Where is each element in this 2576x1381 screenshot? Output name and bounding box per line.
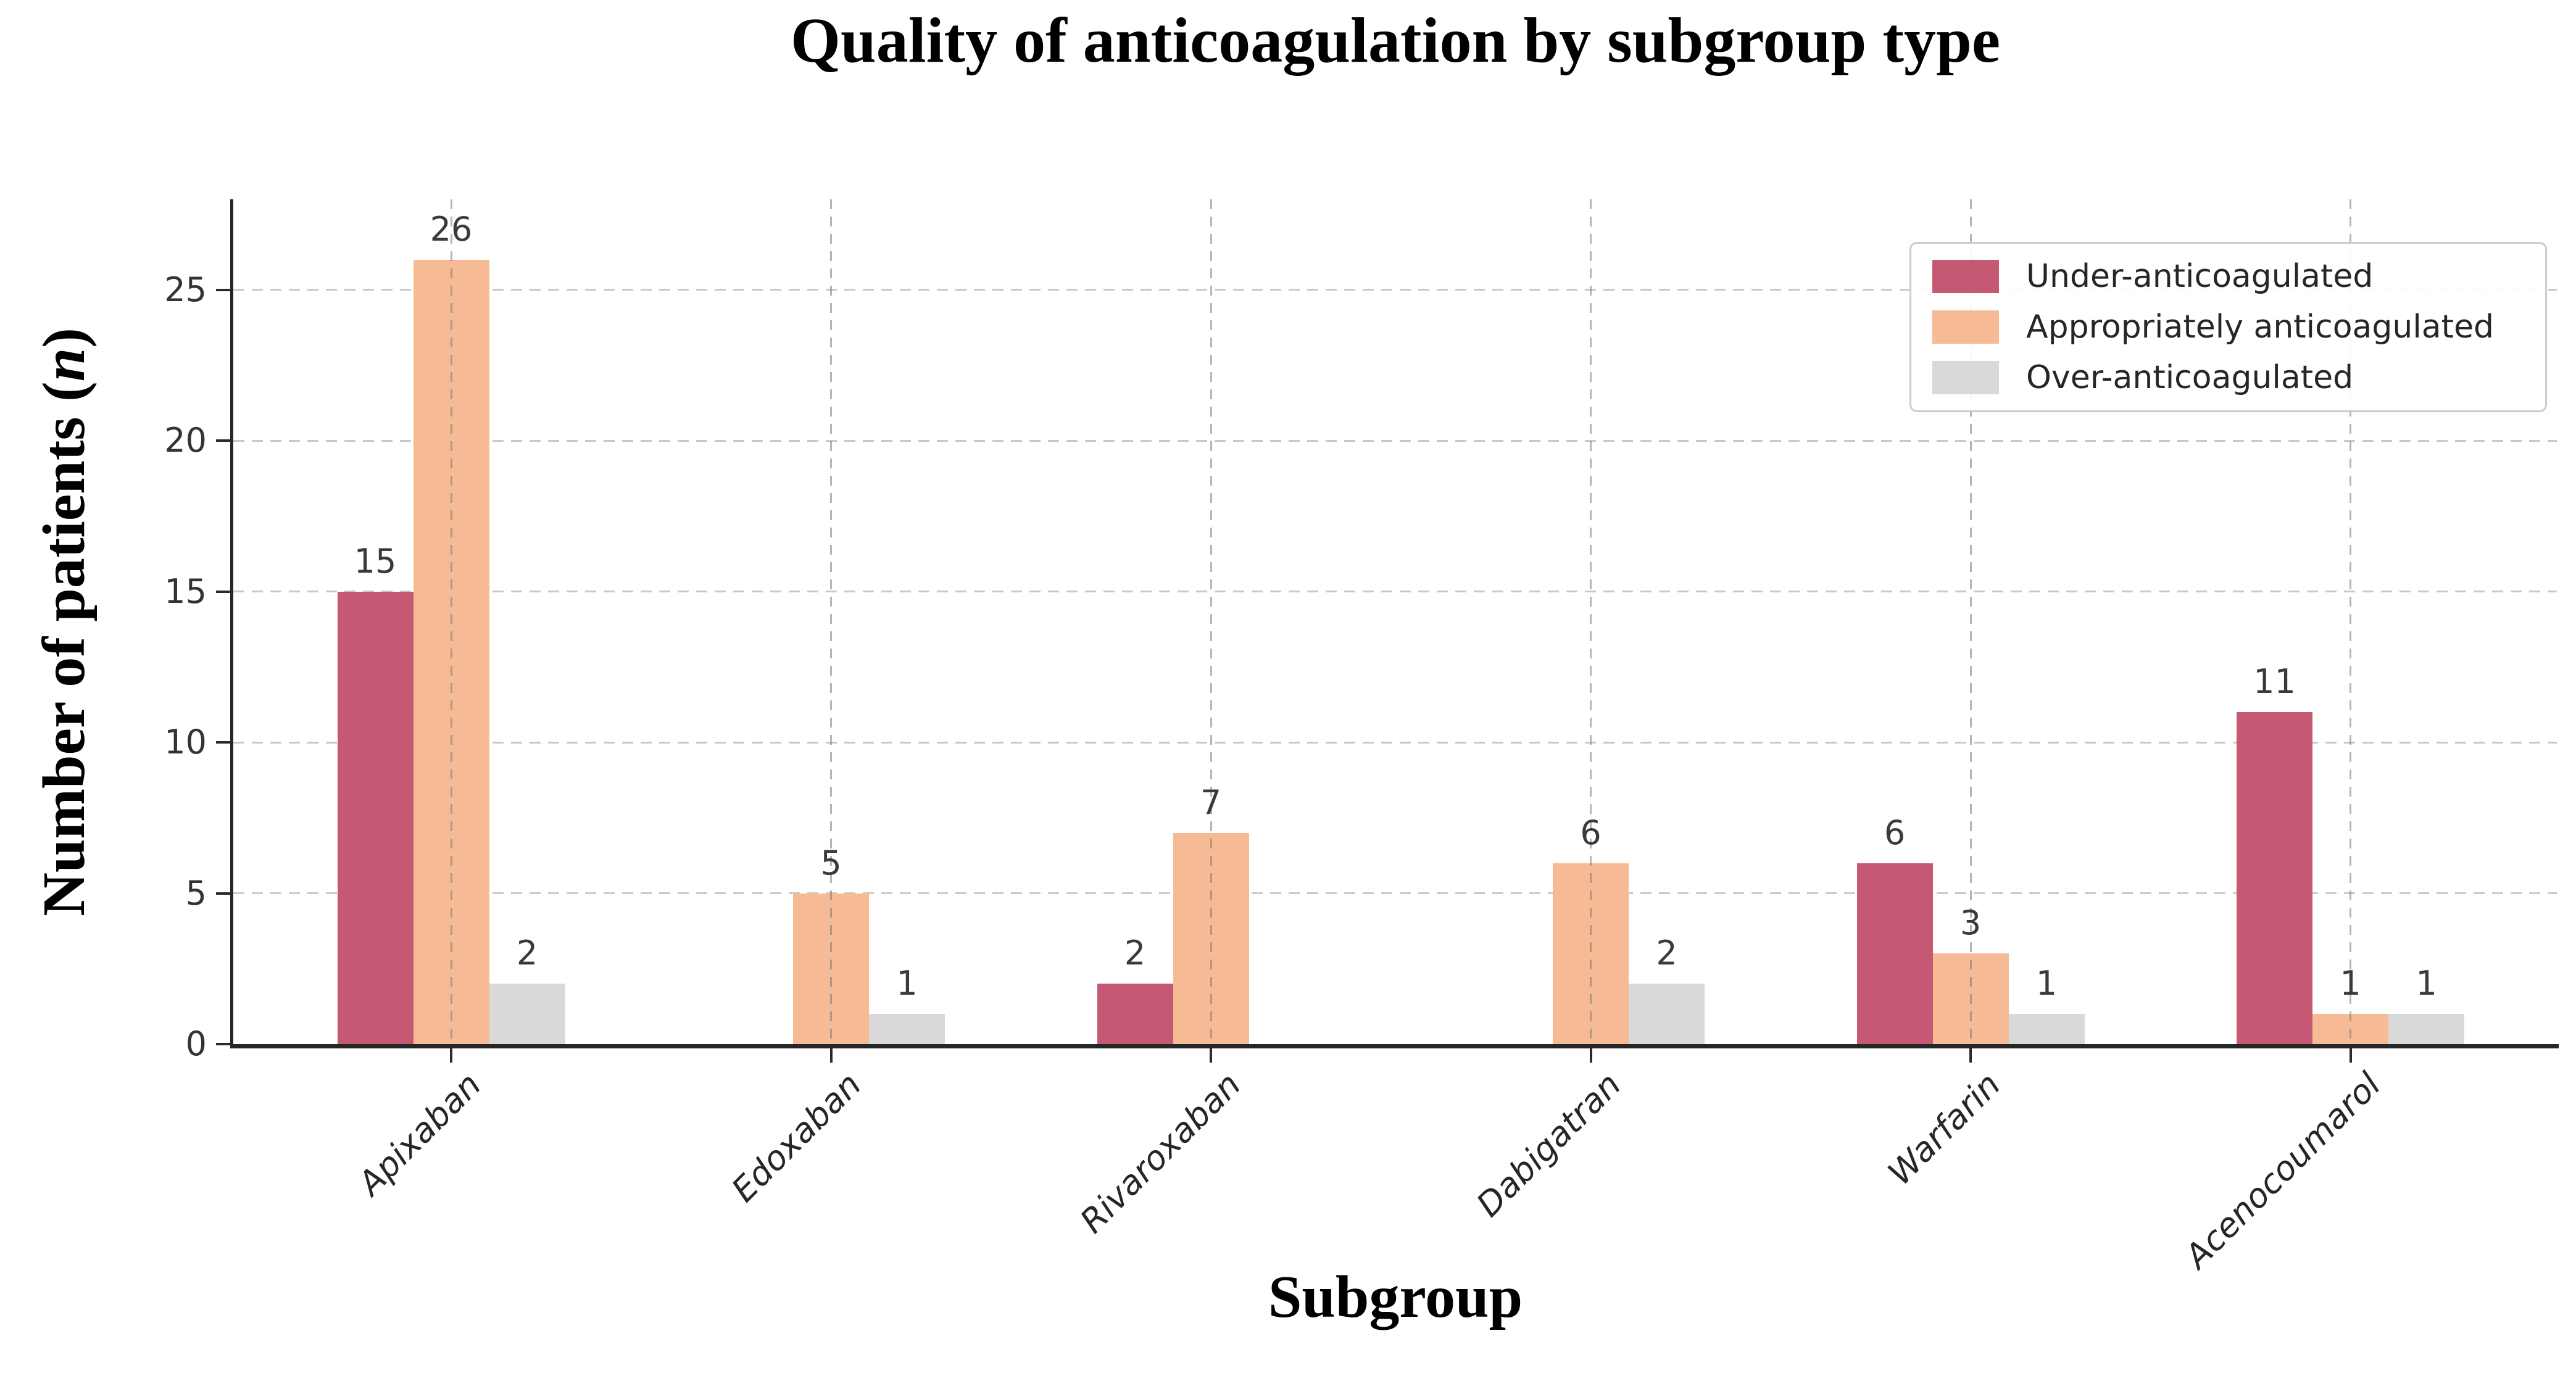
gridline-x-5 [2350,199,2351,1044]
bar-2-5 [2388,1014,2464,1044]
x-tick-1 [829,1048,833,1063]
legend-swatch-under [1932,260,1999,293]
x-tick-5 [2349,1048,2352,1063]
legend-row-appropriate: Appropriately anticoagulated [1932,309,2527,345]
x-axis-line [230,1044,2559,1048]
gridline-y-20 [233,439,2557,442]
bar-value-label: 2 [1124,934,1146,973]
y-tick-20 [216,439,230,442]
bar-value-label: 1 [2416,964,2437,1003]
y-axis-label-italic-n: n [31,347,98,382]
x-tick-label-2: Rivaroxaban [1072,1065,1249,1241]
x-tick-label-5: Acenocoumarol [2177,1065,2388,1276]
bar-value-label: 2 [516,934,538,973]
bar-value-label: 7 [1200,782,1222,822]
x-tick-2 [1210,1048,1212,1063]
bar-value-label: 26 [430,209,473,249]
x-tick-0 [450,1048,452,1063]
legend-label-appropriate: Appropriately anticoagulated [2026,309,2495,346]
bar-2-0 [489,984,565,1044]
y-tick-label-5: 5 [185,873,207,913]
bar-value-label: 5 [820,843,842,882]
bar-value-label: 15 [354,541,397,581]
x-tick-label-3: Dabigatran [1468,1065,1629,1225]
bar-value-label: 2 [1656,934,1677,973]
legend-label-over: Over-anticoagulated [2026,359,2354,396]
bar-value-label: 11 [2253,662,2296,702]
y-tick-10 [216,741,230,744]
bar-0-4 [1856,863,1933,1044]
x-axis-label: Subgroup [1268,1264,1523,1330]
legend-swatch-over [1932,361,1999,394]
gridline-x-0 [450,199,452,1044]
bar-2-3 [1629,984,1705,1044]
bar-0-2 [1097,984,1173,1044]
bar-value-label: 3 [1959,903,1982,943]
y-tick-25 [216,288,230,291]
bar-value-label: 6 [1580,813,1602,852]
bar-value-label: 1 [2340,964,2361,1003]
x-tick-label-1: Edoxaban [723,1065,869,1210]
gridline-x-4 [1969,199,1972,1044]
x-tick-4 [1969,1048,1972,1063]
gridline-x-3 [1590,199,1592,1044]
y-tick-label-0: 0 [185,1024,207,1063]
bar-value-label: 1 [2035,964,2058,1003]
legend-label-under: Under-anticoagulated [2026,258,2374,295]
gridline-x-1 [830,199,832,1044]
y-tick-label-25: 25 [164,270,207,309]
y-axis-line [230,199,233,1048]
y-axis-label-suffix: ) [31,328,98,348]
bar-0-0 [337,591,413,1044]
x-tick-label-0: Apixaban [351,1065,489,1203]
legend-row-under: Under-anticoagulated [1932,259,2527,294]
y-tick-label-15: 15 [164,571,207,611]
chart-title: Quality of anticoagulation by subgroup t… [790,5,2000,76]
legend: Under-anticoagulated Appropriately antic… [1909,242,2547,412]
bar-0-5 [2237,712,2312,1044]
legend-row-over: Over-anticoagulated [1932,360,2527,396]
y-axis-label-text: Number of patients ( [31,381,98,916]
bar-2-4 [2008,1014,2085,1044]
y-tick-0 [216,1043,230,1045]
gridline-y-5 [233,892,2557,895]
y-tick-5 [216,892,230,895]
gridline-x-2 [1210,199,1212,1044]
y-tick-label-10: 10 [164,723,207,762]
bar-value-label: 6 [1884,813,1906,852]
gridline-y-25 [233,289,2557,291]
bar-2-1 [869,1014,945,1044]
y-tick-15 [216,590,230,593]
y-tick-label-20: 20 [164,421,207,460]
y-axis-label: Number of patients (n) [30,328,99,916]
x-tick-label-4: Warfarin [1880,1065,2008,1193]
gridline-y-15 [233,591,2557,593]
gridline-y-10 [233,741,2557,744]
bar-value-label: 1 [896,964,918,1003]
legend-swatch-appropriate [1932,310,1999,344]
x-tick-3 [1589,1048,1592,1063]
